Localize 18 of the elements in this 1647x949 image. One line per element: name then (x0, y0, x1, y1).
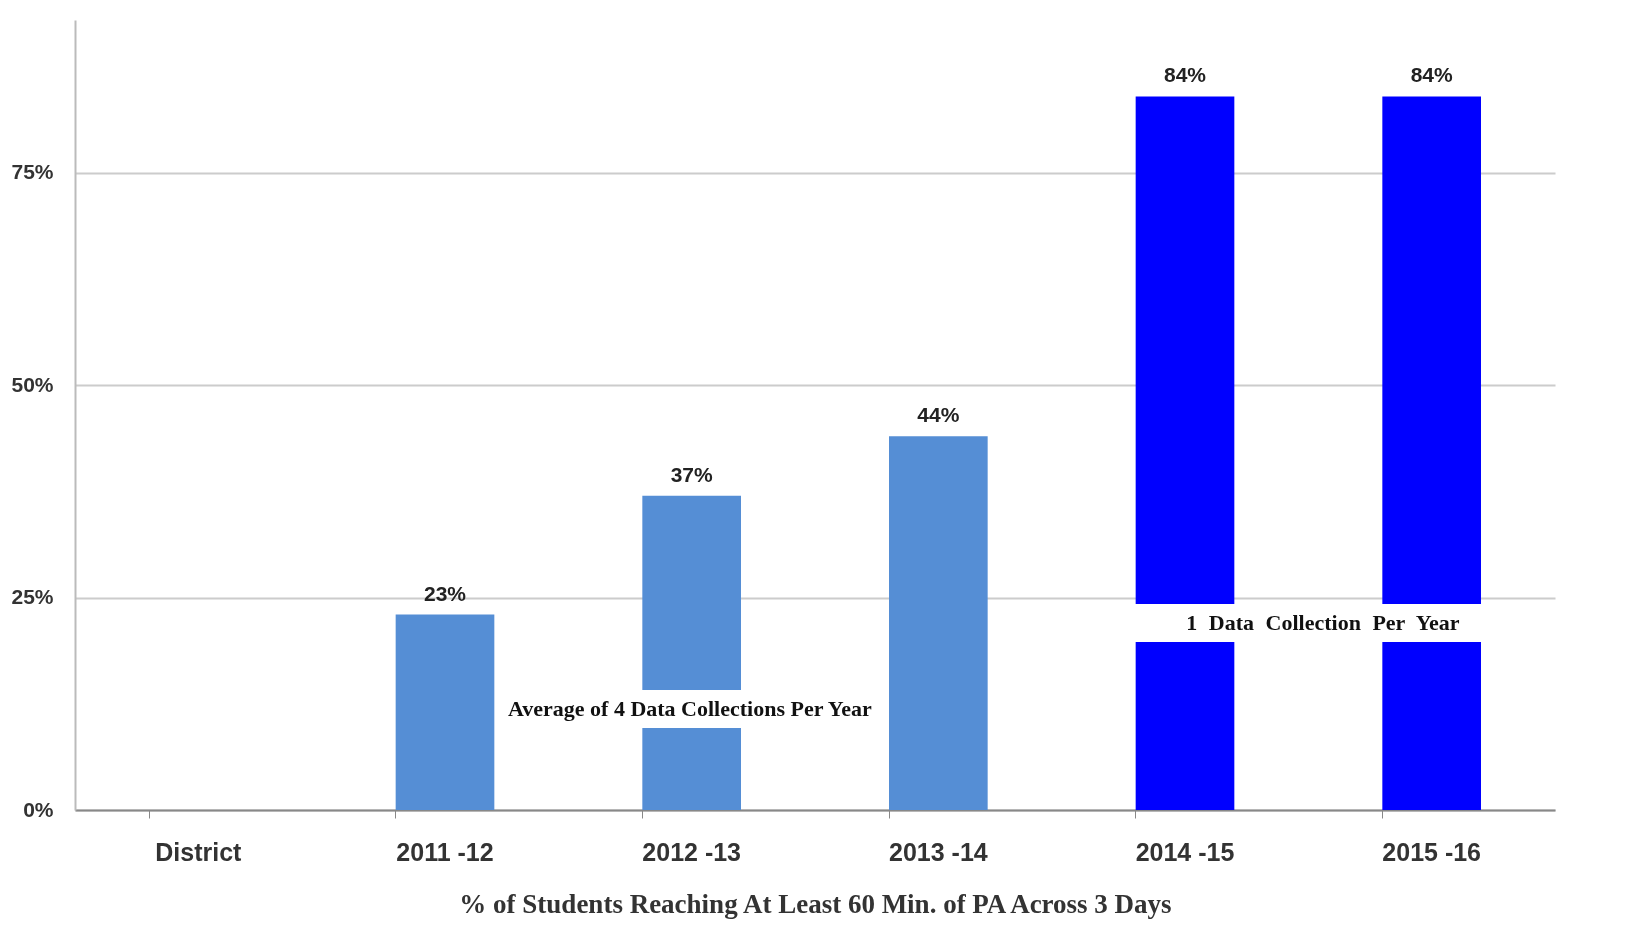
y-tick-label: 50% (11, 372, 54, 396)
data-label: 44% (917, 403, 960, 427)
x-tick-label: 2012 -13 (642, 837, 742, 866)
data-label: 84% (1163, 63, 1207, 87)
y-tick-label: 75% (11, 160, 54, 184)
x-tick-label: District (155, 837, 243, 866)
bar (889, 436, 988, 810)
data-label: 23% (423, 581, 467, 605)
x-tick-label: 2015 -16 (1382, 837, 1482, 866)
x-axis-title: % of Students Reaching At Least 60 Min. of PA Across 3 Days (459, 888, 1172, 919)
x-tick-label: 2014 -15 (1135, 837, 1235, 866)
y-tick-label: 25% (11, 585, 54, 609)
y-tick-label: 0% (23, 797, 54, 821)
x-tick-label: 2013 -14 (888, 837, 988, 866)
bar (395, 614, 495, 810)
x-tick-label: 2011 -12 (396, 837, 494, 866)
data-label: 84% (1410, 63, 1454, 87)
data-label: 37% (670, 462, 714, 486)
